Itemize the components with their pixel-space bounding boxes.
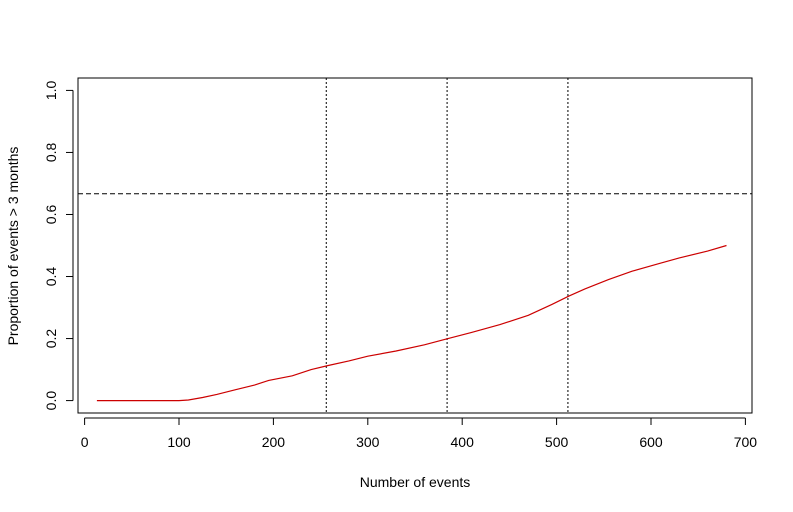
y-axis: 0.0 0.2 0.4 0.6 0.8 1.0 <box>43 80 74 411</box>
y-tick-label: 1.0 <box>43 80 59 100</box>
x-tick-label: 100 <box>167 434 191 450</box>
x-tick-label: 400 <box>451 434 475 450</box>
reference-lines <box>78 78 752 413</box>
y-tick-label: 0.4 <box>43 267 59 287</box>
x-tick-label: 200 <box>262 434 286 450</box>
x-axis: 0 100 200 300 400 500 600 700 <box>81 417 758 450</box>
y-tick-label: 0.0 <box>43 391 59 411</box>
x-tick-label: 500 <box>545 434 569 450</box>
y-tick-label: 0.8 <box>43 143 59 163</box>
series-line-0 <box>96 244 727 402</box>
x-tick-label: 600 <box>639 434 663 450</box>
x-tick-label: 300 <box>356 434 380 450</box>
series-layer <box>96 244 727 402</box>
x-axis-title: Number of events <box>360 474 471 490</box>
x-tick-label: 0 <box>81 434 89 450</box>
y-tick-label: 0.6 <box>43 205 59 225</box>
x-tick-label: 700 <box>734 434 758 450</box>
y-axis-title: Proportion of events > 3 months <box>5 147 21 346</box>
y-tick-label: 0.2 <box>43 329 59 349</box>
plot-frame <box>77 77 753 414</box>
